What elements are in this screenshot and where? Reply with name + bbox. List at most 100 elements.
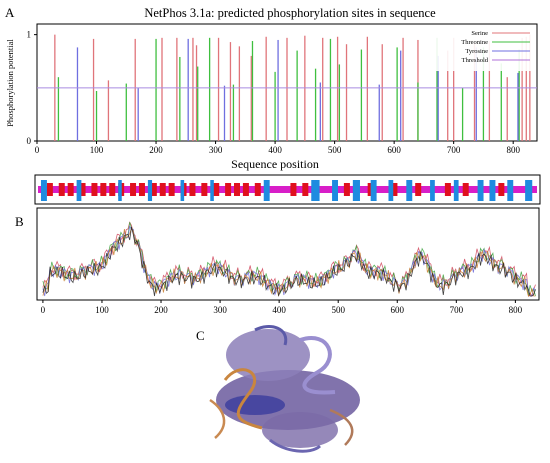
- feature-mark-blue: [370, 180, 377, 201]
- feature-mark-red: [343, 183, 350, 196]
- legend-label-tyrosine: Tyrosine: [465, 48, 488, 55]
- structure-ribbon-5: [254, 325, 288, 346]
- feature-mark-red: [225, 183, 232, 196]
- axis-a: 0 100 200 300 400 500 600 700 800 0 1: [27, 30, 521, 155]
- structure-upper-lobe: [226, 329, 310, 381]
- feature-mark-blue: [40, 180, 47, 201]
- feature-mark-blue: [489, 180, 496, 201]
- feature-mark-blue: [147, 180, 153, 201]
- structure-ribbon-1: [223, 368, 263, 430]
- plot-frame-b: [36, 207, 540, 301]
- structure-helix-band: [225, 395, 285, 415]
- panel-a: A NetPhos 3.1a: predicted phosphorylatio…: [5, 5, 538, 171]
- b-x-tick-label: 200: [154, 305, 168, 315]
- x-tick-label: 0: [35, 145, 40, 155]
- feature-mark-red: [254, 183, 261, 196]
- profile-line-4: [42, 226, 536, 297]
- x-tick-label: 300: [209, 145, 223, 155]
- feature-mark-red: [138, 183, 145, 196]
- feature-mark-red: [79, 183, 86, 196]
- structure-ribbon-6: [269, 438, 322, 453]
- feature-mark-red: [415, 183, 422, 196]
- legend: Serine Threonine Tyrosine Threshold: [428, 27, 536, 71]
- structure-ribbon-2: [299, 336, 336, 395]
- feature-mark-red: [159, 183, 166, 196]
- feature-mark-red: [189, 183, 196, 196]
- feature-mark-red: [201, 183, 208, 196]
- x-tick-label: 100: [90, 145, 104, 155]
- feature-mark-red: [46, 183, 53, 196]
- feature-mark-red: [100, 183, 107, 196]
- legend-label-threshold: Threshold: [462, 57, 489, 64]
- b-x-tick-label: 0: [41, 305, 46, 315]
- feature-mark-red: [58, 183, 65, 196]
- legend-label-threonine: Threonine: [461, 39, 488, 46]
- b-x-tick-label: 100: [95, 305, 109, 315]
- profile-line-0: [42, 221, 536, 298]
- feature-mark-blue: [76, 180, 82, 201]
- feature-mark-blue: [210, 180, 214, 201]
- feature-mark-red: [242, 183, 249, 196]
- structure-lower-lobe: [262, 412, 338, 448]
- legend-box: [428, 27, 536, 71]
- panel-a-label: A: [5, 5, 15, 20]
- feature-mark-red: [391, 183, 398, 196]
- feature-mark-blue: [180, 180, 185, 201]
- feature-mark-blue: [525, 180, 533, 201]
- feature-mark-blue: [118, 180, 122, 201]
- y-axis-label: Phosphorylation potential: [5, 39, 15, 127]
- y-tick-label: 0: [27, 136, 32, 146]
- feature-mark-red: [444, 183, 451, 196]
- feature-mark-blue: [406, 180, 413, 201]
- sequence-map: [34, 174, 541, 205]
- x-tick-label: 800: [506, 145, 520, 155]
- feature-mark-blue: [453, 180, 459, 201]
- feature-mark-red: [234, 183, 241, 196]
- feature-mark-blue: [352, 180, 360, 201]
- x-tick-label: 500: [328, 145, 342, 155]
- feature-mark-blue: [332, 180, 338, 201]
- sequence-features: [40, 180, 533, 201]
- legend-label-serine: Serine: [471, 30, 488, 37]
- feature-mark-red: [130, 183, 137, 196]
- sequence-backbone: [38, 186, 537, 193]
- feature-mark-red: [290, 183, 297, 196]
- panel-b-label: B: [15, 214, 24, 229]
- feature-mark-red: [498, 183, 505, 196]
- feature-mark-blue: [507, 180, 514, 201]
- structure-ribbon-4: [329, 408, 354, 446]
- feature-mark-red: [302, 183, 309, 196]
- y-tick-label: 1: [27, 30, 32, 40]
- bars-group: [54, 34, 531, 141]
- panel-b: B 0 100 200 300 400 500 600 700 800: [15, 207, 540, 315]
- x-tick-label: 400: [268, 145, 282, 155]
- x-tick-label: 700: [447, 145, 461, 155]
- b-x-tick-label: 300: [213, 305, 227, 315]
- feature-mark-red: [168, 183, 175, 196]
- b-x-tick-label: 600: [391, 305, 405, 315]
- structure-core: [216, 370, 360, 430]
- feature-mark-red: [67, 183, 74, 196]
- protein-structure-image: [209, 325, 360, 453]
- panel-c: C: [196, 325, 360, 453]
- feature-mark-red: [109, 183, 116, 196]
- profile-lines: [42, 221, 536, 298]
- feature-mark-blue: [263, 180, 270, 201]
- feature-mark-blue: [430, 180, 435, 201]
- x-axis-label: Sequence position: [231, 157, 319, 171]
- b-x-tick-label: 700: [450, 305, 464, 315]
- x-tick-label: 600: [387, 145, 401, 155]
- axis-b: 0 100 200 300 400 500 600 700 800: [41, 300, 523, 315]
- b-x-tick-label: 400: [272, 305, 286, 315]
- structure-ribbon-3: [209, 398, 226, 439]
- feature-mark-blue: [477, 180, 484, 201]
- feature-mark-red: [91, 183, 98, 196]
- feature-mark-blue: [311, 180, 320, 201]
- feature-mark-blue: [388, 180, 394, 201]
- b-x-tick-label: 500: [331, 305, 345, 315]
- chart-title: NetPhos 3.1a: predicted phosphorylation …: [144, 6, 436, 20]
- panel-c-label: C: [196, 328, 205, 343]
- profile-line-3: [42, 227, 536, 297]
- feature-mark-red: [150, 183, 157, 196]
